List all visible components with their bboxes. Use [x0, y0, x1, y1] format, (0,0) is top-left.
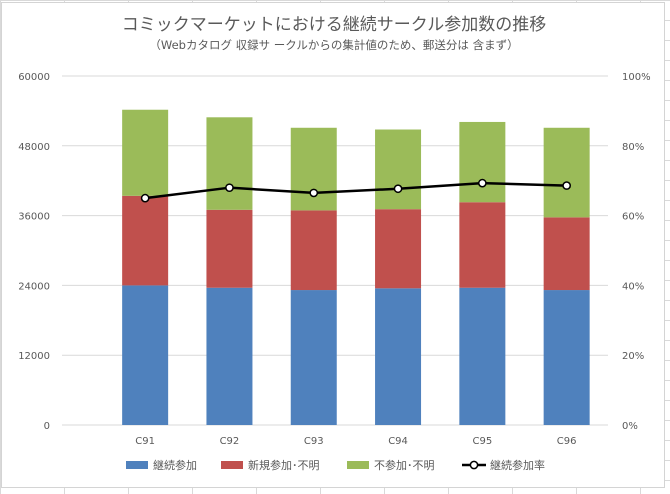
legend-swatch [347, 461, 369, 469]
y-right-tick-label: 60% [622, 212, 644, 223]
bar-C93 [290, 127, 337, 211]
legend-marker [469, 460, 479, 470]
chart-area[interactable]: コミックマーケットにおける継続サークル参加数の推移 （Webカタログ 収録サ ー… [1, 2, 665, 488]
chart-svg: コミックマーケットにおける継続サークル参加数の推移 （Webカタログ 収録サ ー… [18, 15, 651, 472]
bar-C95 [459, 287, 506, 425]
x-tick-label: C96 [557, 436, 577, 447]
y-left-tick-label: 24000 [18, 281, 50, 292]
y-left-tick-label: 12000 [18, 351, 50, 362]
y-left-tick-label: 36000 [18, 212, 50, 223]
bar-C93 [290, 210, 337, 291]
y-right-tick-label: 80% [622, 142, 644, 153]
rate-line [144, 181, 567, 200]
bar-C94 [375, 129, 422, 210]
bar-C91 [122, 195, 169, 286]
y-right-tick-label: 0% [622, 421, 638, 432]
bar-C95 [459, 202, 506, 288]
y-right-tick-label: 40% [622, 281, 644, 292]
bar-C94 [375, 288, 422, 425]
legend-label: 継続参加率 [490, 458, 545, 472]
x-tick-label: C93 [304, 436, 324, 447]
bar-C95 [459, 121, 506, 203]
chart-title: コミックマーケットにおける継続サークル参加数の推移 [122, 15, 547, 35]
bar-C91 [122, 109, 169, 196]
rate-point [393, 184, 403, 194]
y-left-tick-label: 48000 [18, 142, 50, 153]
legend-swatch [126, 461, 148, 469]
bar-C91 [122, 285, 169, 425]
legend-label: 新規参加･不明 [248, 458, 320, 472]
bar-C92 [206, 209, 253, 288]
y-right-tick-label: 20% [622, 351, 644, 362]
bar-C93 [290, 290, 337, 425]
bar-C92 [206, 287, 253, 425]
x-tick-label: C91 [135, 436, 155, 447]
bar-C92 [206, 117, 253, 210]
y-right-tick-label: 100% [622, 72, 651, 83]
legend-label: 継続参加 [153, 458, 197, 472]
x-tick-label: C95 [472, 436, 492, 447]
rate-point [309, 188, 319, 198]
legend-swatch [221, 461, 243, 469]
chart-subtitle: （Webカタログ 収録サ ークルからの集計値のため、郵送分は 含まず） [149, 38, 518, 52]
y-left-tick-label: 0 [44, 421, 50, 432]
rate-point [140, 193, 150, 203]
x-tick-label: C92 [220, 436, 240, 447]
rate-point [225, 183, 234, 193]
bar-C94 [375, 209, 422, 289]
y-left-tick-label: 60000 [18, 72, 50, 83]
rate-point [478, 178, 487, 188]
rate-point [562, 181, 572, 190]
bar-C96 [543, 290, 590, 425]
x-tick-label: C94 [388, 436, 408, 447]
legend-label: 不参加･不明 [374, 458, 435, 472]
bar-C96 [543, 217, 590, 291]
bar-C96 [543, 127, 590, 218]
